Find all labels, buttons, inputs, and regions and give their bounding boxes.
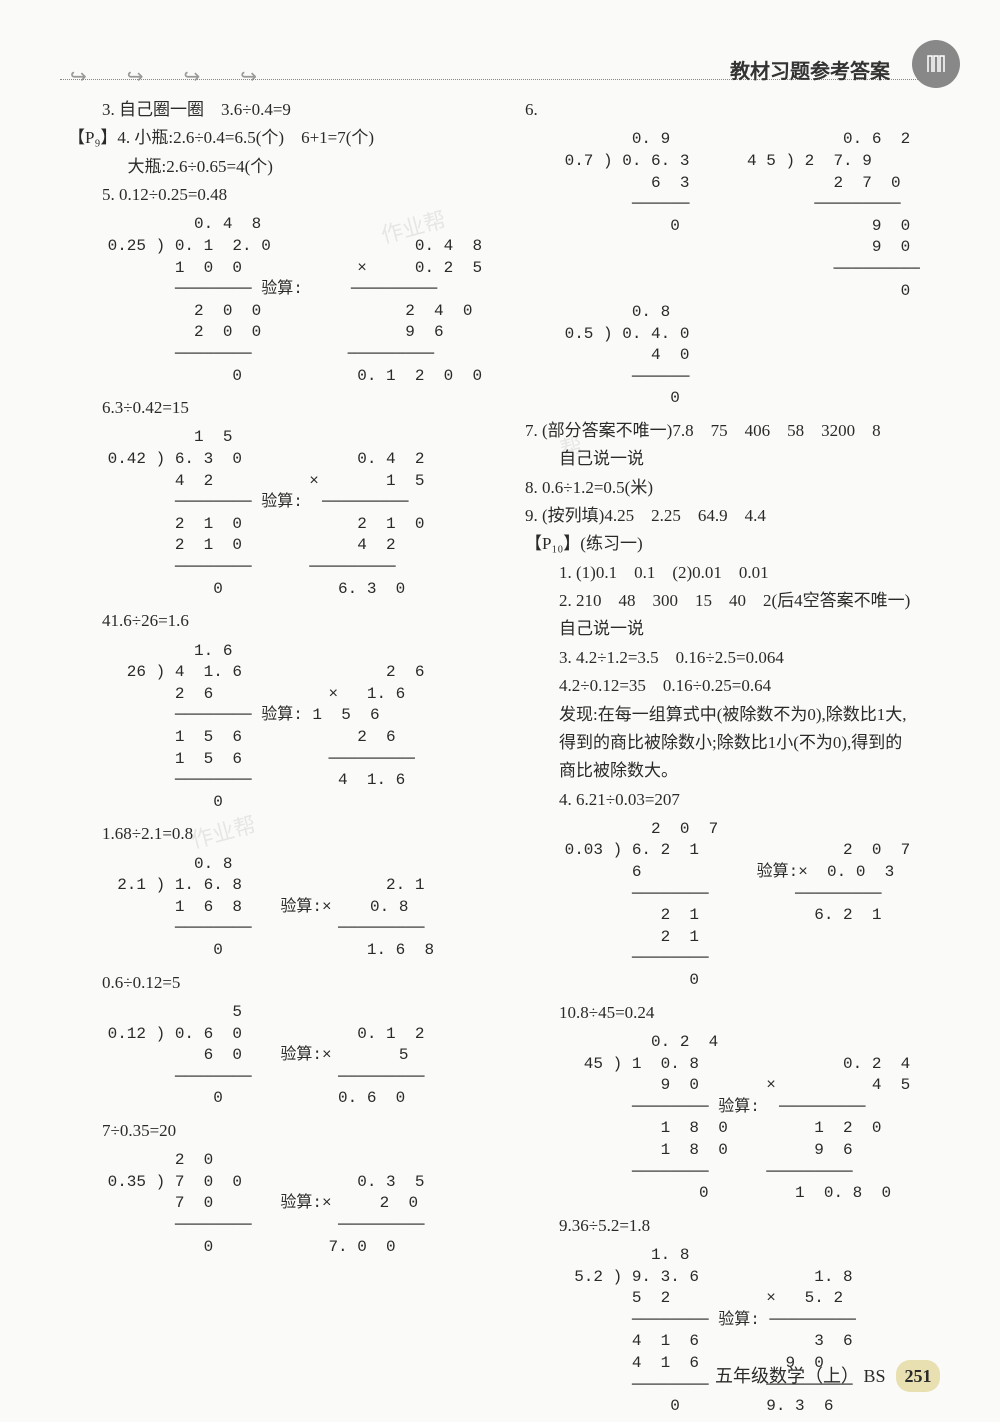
answer-line: 8. 0.6÷1.2=0.5(米) bbox=[525, 475, 932, 501]
corner-badge-icon bbox=[912, 40, 960, 88]
footer-edition: BS bbox=[863, 1366, 885, 1386]
answer-line: 自己说一说 bbox=[525, 616, 932, 642]
long-division: 1. 6 26 ) 4 1. 6 2 6 2 6 × 1. 6 ────────… bbox=[98, 641, 475, 814]
answer-line: 发现:在每一组算式中(被除数不为0),除数比1大, bbox=[525, 702, 932, 728]
answer-line: 商比被除数大。 bbox=[525, 758, 932, 784]
answer-line: 9.36÷5.2=1.8 bbox=[525, 1213, 932, 1239]
answer-line: 10.8÷45=0.24 bbox=[525, 1000, 932, 1026]
answer-line: 6.3÷0.42=15 bbox=[68, 395, 475, 421]
long-division: 5 0.12 ) 0. 6 0 0. 1 2 6 0 验算:× 5 ──────… bbox=[98, 1002, 475, 1110]
right-column: 6. 0. 9 0. 6 2 0.7 ) 0. 6. 3 4 5 ) 2 7. … bbox=[500, 95, 940, 1352]
answer-line: 7. (部分答案不唯一)7.8 75 406 58 3200 8 bbox=[525, 418, 932, 444]
footer-grade: 五年级数学（上） bbox=[715, 1366, 859, 1386]
answer-line: 1.68÷2.1=0.8 bbox=[68, 821, 475, 847]
answer-line: 大瓶:2.6÷0.65=4(个) bbox=[68, 154, 475, 180]
long-division: 0. 4 8 0.25 ) 0. 1 2. 0 0. 4 8 1 0 0 × 0… bbox=[98, 214, 475, 387]
long-division: 0. 8 2.1 ) 1. 6. 8 2. 1 1 6 8 验算:× 0. 8 … bbox=[98, 854, 475, 962]
left-column: 3. 自己圈一圈 3.6÷0.4=9 【P₉】4. 小瓶:2.6÷0.4=6.5… bbox=[60, 95, 500, 1352]
long-division: 1 5 0.42 ) 6. 3 0 0. 4 2 4 2 × 1 5 ─────… bbox=[98, 427, 475, 600]
answer-line: 5. 0.12÷0.25=0.48 bbox=[68, 182, 475, 208]
answer-line: 6. bbox=[525, 97, 932, 123]
answer-line: 1. (1)0.1 0.1 (2)0.01 0.01 bbox=[525, 560, 932, 586]
answer-line: 41.6÷26=1.6 bbox=[68, 608, 475, 634]
answer-line: 3. 自己圈一圈 3.6÷0.4=9 bbox=[68, 97, 475, 123]
long-division: 0. 2 4 45 ) 1 0. 8 0. 2 4 9 0 × 4 5 ────… bbox=[555, 1032, 932, 1205]
answer-line: 9. (按列填)4.25 2.25 64.9 4.4 bbox=[525, 503, 932, 529]
answer-line: 【P₉】4. 小瓶:2.6÷0.4=6.5(个) 6+1=7(个) bbox=[68, 125, 475, 151]
page-number: 251 bbox=[896, 1360, 940, 1392]
answer-line: 自己说一说 bbox=[525, 446, 932, 472]
answer-line: 7÷0.35=20 bbox=[68, 1118, 475, 1144]
answer-line: 0.6÷0.12=5 bbox=[68, 970, 475, 996]
answer-line: 得到的商比被除数小;除数比1小(不为0),得到的 bbox=[525, 730, 932, 756]
long-division: 2 0 0.35 ) 7 0 0 0. 3 5 7 0 验算:× 2 0 ───… bbox=[98, 1150, 475, 1258]
page-content: 3. 自己圈一圈 3.6÷0.4=9 【P₉】4. 小瓶:2.6÷0.4=6.5… bbox=[60, 95, 940, 1352]
answer-line: 2. 210 48 300 15 40 2(后4空答案不唯一) bbox=[525, 588, 932, 614]
section-label: 【P₁₀】(练习一) bbox=[525, 531, 932, 557]
long-division: 2 0 7 0.03 ) 6. 2 1 2 0 7 6 验算:× 0. 0 3 … bbox=[555, 819, 932, 992]
answer-line: 4. 6.21÷0.03=207 bbox=[525, 787, 932, 813]
header-title: 教材习题参考答案 bbox=[730, 55, 890, 84]
page-footer: 五年级数学（上） BS 251 bbox=[715, 1360, 940, 1392]
answer-line: 3. 4.2÷1.2=3.5 0.16÷2.5=0.064 bbox=[525, 645, 932, 671]
long-division: 0. 9 0. 6 2 0.7 ) 0. 6. 3 4 5 ) 2 7. 9 6… bbox=[555, 129, 932, 410]
answer-line: 4.2÷0.12=35 0.16÷0.25=0.64 bbox=[525, 673, 932, 699]
